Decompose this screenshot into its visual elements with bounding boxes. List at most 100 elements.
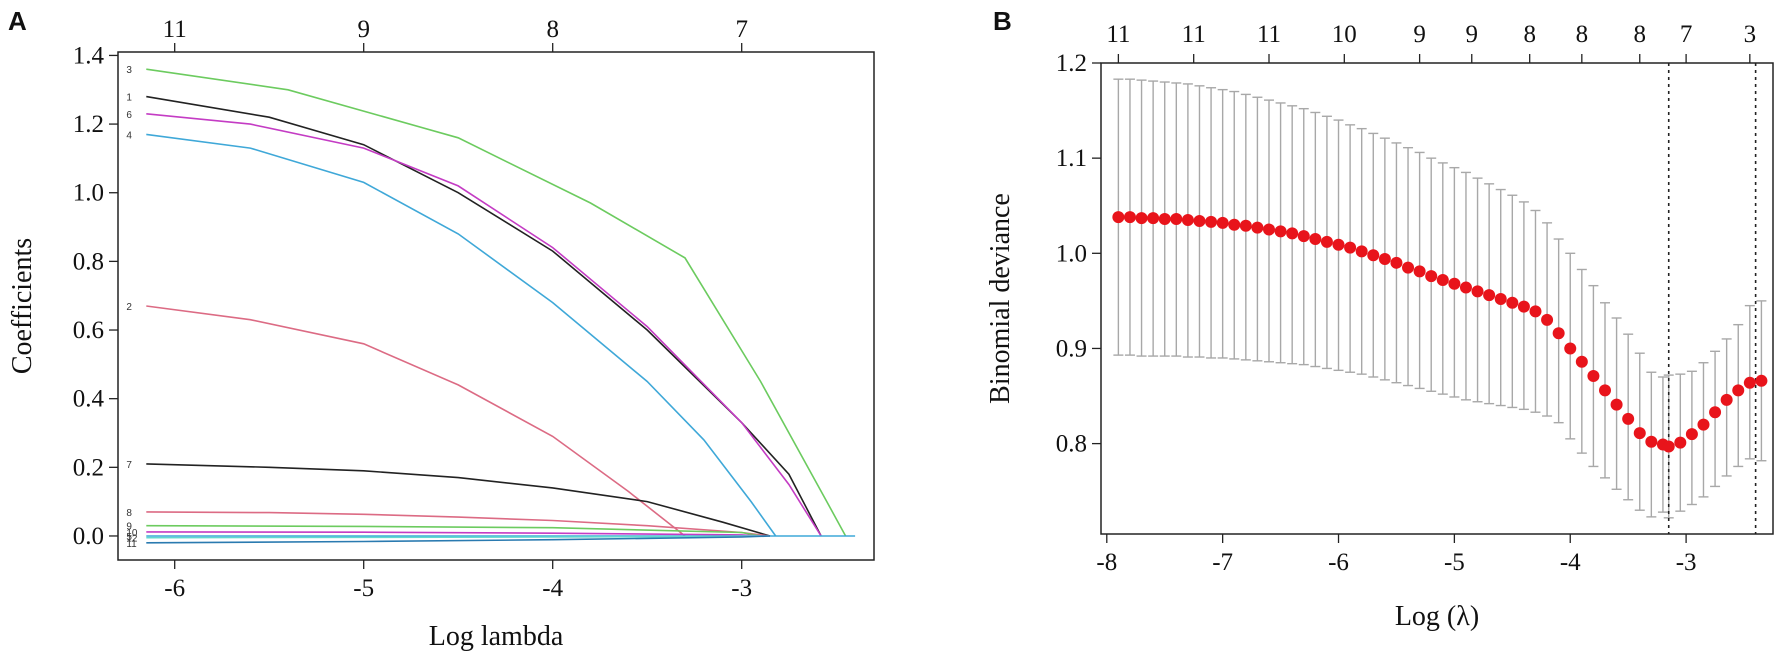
deviance-point: [1378, 253, 1391, 266]
deviance-point: [1193, 214, 1206, 227]
coef-label-3: 3: [126, 65, 132, 76]
top-tick-label: 7: [735, 16, 748, 43]
deviance-point: [1720, 393, 1733, 406]
y-tick-label: 1.0: [1056, 240, 1087, 267]
top-tick-label: 3: [1744, 21, 1757, 48]
deviance-point: [1344, 241, 1357, 254]
x-tick-label: -7: [1212, 549, 1233, 576]
deviance-point: [1483, 289, 1496, 302]
coef-label-1: 1: [126, 93, 132, 104]
coef-label-9: 9: [126, 522, 132, 533]
deviance-point: [1732, 384, 1745, 397]
y-tick-label: 1.2: [73, 111, 104, 138]
panel-label-b: B: [993, 6, 1012, 36]
deviance-point: [1575, 355, 1588, 368]
deviance-point: [1494, 292, 1507, 305]
coef-line-6: [146, 113, 822, 537]
deviance-point: [1662, 440, 1675, 453]
deviance-point: [1239, 219, 1252, 232]
coef-label-4: 4: [126, 130, 132, 141]
top-tick-label: 7: [1680, 21, 1693, 48]
y-tick-label: 1.0: [73, 180, 104, 207]
deviance-point: [1274, 225, 1287, 238]
deviance-point: [1112, 211, 1125, 224]
deviance-point: [1709, 406, 1722, 419]
deviance-point: [1367, 249, 1380, 262]
deviance-point: [1332, 238, 1345, 251]
top-tick-label: 9: [1413, 21, 1426, 48]
x-tick-label: -3: [731, 575, 752, 602]
deviance-point: [1135, 212, 1148, 225]
deviance-point: [1205, 215, 1218, 228]
deviance-point: [1685, 428, 1698, 441]
top-tick-label: 11: [1182, 21, 1206, 48]
coef-label-5: 5: [126, 532, 132, 543]
deviance-point: [1633, 427, 1646, 440]
y-tick-label: 0.0: [73, 523, 104, 550]
top-tick-label: 10: [1332, 21, 1357, 48]
plot-frame-b: [1100, 62, 1774, 535]
x-tick-label: -4: [1560, 549, 1581, 576]
deviance-point: [1459, 281, 1472, 294]
plot-frame-a: [117, 51, 875, 561]
top-tick-label: 9: [1466, 21, 1479, 48]
deviance-point: [1309, 233, 1322, 246]
deviance-point: [1471, 285, 1484, 298]
deviance-point: [1587, 370, 1600, 383]
x-tick-label: -4: [542, 575, 563, 602]
deviance-point: [1320, 235, 1333, 248]
deviance-point: [1436, 273, 1449, 286]
coef-line-9: [146, 524, 761, 537]
coef-label-11: 11: [126, 539, 137, 550]
coef-label-2: 2: [126, 302, 132, 313]
top-tick-label: 8: [1523, 21, 1536, 48]
panel-label-a: A: [8, 6, 27, 36]
y-tick-label: 1.1: [1056, 145, 1087, 172]
deviance-point: [1251, 221, 1264, 234]
y-tick-label: 0.2: [73, 454, 104, 481]
top-tick-label: 9: [357, 16, 370, 43]
coef-line-4: [146, 133, 777, 537]
deviance-point: [1402, 261, 1415, 274]
x-tick-label: -5: [1444, 549, 1465, 576]
y-tick-label: 0.9: [1056, 335, 1087, 362]
deviance-point: [1599, 384, 1611, 397]
deviance-point: [1123, 211, 1136, 224]
y-tick-label: 1.4: [73, 42, 105, 69]
deviance-point: [1158, 213, 1171, 226]
y-tick-label: 1.2: [1056, 50, 1087, 77]
deviance-point: [1448, 277, 1461, 290]
deviance-point: [1181, 214, 1194, 226]
deviance-point: [1552, 327, 1565, 340]
coef-line-7: [146, 463, 771, 537]
x-tick-label: -6: [1328, 549, 1349, 576]
deviance-point: [1610, 398, 1623, 411]
deviance-point: [1622, 412, 1635, 425]
y-tick-label: 0.6: [73, 317, 104, 344]
deviance-point: [1506, 296, 1519, 309]
coef-line-1: [146, 95, 822, 537]
deviance-point: [1286, 227, 1299, 240]
y-tick-label: 0.4: [73, 386, 105, 413]
x-axis-title: Log (λ): [1395, 601, 1479, 632]
coef-line-2: [146, 305, 686, 537]
deviance-point: [1517, 300, 1530, 313]
coef-label-10: 10: [126, 528, 138, 539]
deviance-point: [1147, 212, 1160, 225]
top-tick-label: 8: [1634, 21, 1647, 48]
deviance-point: [1541, 313, 1554, 326]
top-tick-label: 11: [163, 16, 187, 43]
deviance-point: [1228, 218, 1241, 231]
x-axis-title: Log lambda: [429, 621, 564, 652]
deviance-point: [1645, 435, 1658, 448]
coef-line-3: [146, 68, 847, 537]
coef-label-7: 7: [126, 460, 132, 471]
deviance-point: [1355, 245, 1368, 258]
deviance-point: [1564, 342, 1577, 355]
x-tick-label: -5: [353, 575, 374, 602]
deviance-point: [1674, 436, 1687, 449]
deviance-point: [1390, 256, 1403, 269]
deviance-point: [1529, 305, 1542, 318]
